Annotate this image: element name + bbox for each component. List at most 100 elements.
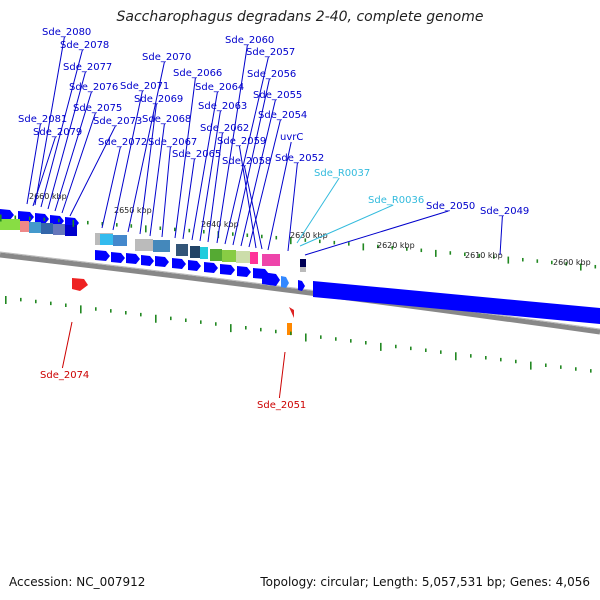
leader-line-blue (240, 99, 276, 247)
tick-mark (188, 228, 191, 233)
tick-mark (485, 356, 487, 360)
leader-line-blue (207, 132, 223, 243)
tick-mark (275, 235, 278, 240)
large-forward-gene (313, 281, 600, 324)
tick-mark (14, 215, 17, 220)
tick-mark (110, 309, 112, 313)
gene-label-blue: Sde_2078 (60, 40, 109, 51)
leader-line-blue (248, 119, 281, 248)
leader-line-blue (232, 78, 270, 246)
leader-line-blue (127, 61, 165, 233)
tick-mark (545, 363, 547, 367)
gene-label-blue: Sde_2077 (63, 62, 112, 73)
tick-mark (130, 224, 133, 228)
leader-line-blue (54, 91, 92, 212)
gene-label-blue: Sde_2052 (275, 153, 324, 164)
leader-line-blue (224, 56, 269, 245)
tick-mark (174, 227, 176, 232)
tick-mark (565, 262, 568, 266)
tick-mark (493, 255, 495, 259)
inner-tick-ring (5, 296, 592, 373)
tick-mark (335, 337, 337, 341)
leader-line-blue (243, 165, 263, 250)
tick-mark (464, 252, 466, 257)
tick-mark (230, 324, 232, 333)
kbp-label: 2610 kbp (465, 251, 503, 260)
tick-mark (58, 218, 60, 223)
tick-mark (200, 320, 202, 324)
kbp-label: 2600 kbp (553, 258, 591, 267)
tick-mark (435, 249, 437, 257)
tick-mark (50, 301, 52, 306)
accession-text: Accession: NC_007912 (9, 575, 146, 589)
leader-line-blue (139, 103, 157, 235)
tick-mark (261, 234, 263, 239)
gene-label-blue: Sde_2080 (42, 27, 91, 38)
tick-mark (515, 359, 517, 364)
genome-backbone (0, 252, 600, 335)
tick-mark (245, 326, 247, 330)
leader-line-blue (267, 141, 292, 251)
tick-mark (410, 346, 412, 351)
gene-label-blue: Sde_2054 (258, 110, 307, 121)
leader-line-blue (238, 145, 257, 249)
tick-mark (101, 222, 104, 226)
tick-mark (350, 339, 352, 343)
gene-label-cyan: Sde_R0037 (314, 168, 370, 179)
leader-line-blue (26, 123, 41, 205)
tick-mark (470, 354, 472, 358)
gene-label-blue: Sde_2060 (225, 35, 274, 46)
tick-mark (377, 244, 379, 249)
leader-line-blue (47, 71, 86, 210)
tick-mark (305, 333, 307, 342)
gene-label-blue: Sde_2081 (18, 114, 67, 125)
tick-mark (522, 257, 524, 262)
gene-label-red: Sde_2051 (257, 400, 306, 411)
tick-mark (232, 232, 234, 236)
tick-mark (95, 307, 97, 311)
gene-label-blue: Sde_2067 (148, 137, 197, 148)
kbp-label: 2620 kbp (377, 241, 415, 250)
tick-mark (320, 335, 322, 339)
tick-mark (536, 259, 539, 263)
gene-label-blue: Sde_2049 (480, 206, 529, 217)
tick-mark (420, 248, 423, 253)
gene-label-blue: Sde_2050 (426, 201, 475, 212)
gene-label-blue: Sde_2056 (247, 69, 296, 80)
tick-mark (290, 331, 292, 336)
tick-mark (478, 253, 481, 258)
leader-line-blue (199, 110, 221, 242)
leader-line-blue (182, 158, 195, 240)
tick-mark (72, 219, 75, 227)
gene-labels: Sde_2080 Sde_2078 Sde_2077 Sde_2076 Sde_2075… (18, 27, 529, 411)
tick-mark (380, 342, 382, 351)
map-title: Saccharophagus degradans 2-40, complete … (116, 9, 484, 25)
tick-mark (170, 316, 172, 321)
gene-label-blue: Sde_2072 (98, 137, 147, 148)
tick-mark (362, 243, 365, 251)
leader-line-blue (61, 112, 96, 214)
gene-label-blue: Sde_2059 (217, 136, 266, 147)
tick-mark (87, 220, 89, 225)
tick-mark (185, 318, 187, 322)
kbp-label: 2630 kbp (290, 231, 328, 240)
tick-mark (125, 311, 127, 315)
gene-label-blue: uvrC (280, 132, 303, 143)
gene-label-blue: Sde_2065 (172, 149, 221, 160)
tick-mark (507, 256, 510, 264)
leader-line-blue (32, 136, 56, 207)
gene-label-blue: Sde_2070 (142, 52, 191, 63)
tick-mark (530, 361, 532, 370)
sde-2074-feature (72, 278, 88, 291)
leader-line-blue (34, 36, 65, 206)
outer-tick-ring (0, 214, 597, 271)
leader-line-blue (101, 146, 121, 229)
gene-label-blue: Sde_2068 (142, 114, 191, 125)
tick-mark (319, 239, 321, 244)
gene-label-blue: Sde_2055 (253, 90, 302, 101)
gene-label-blue: Sde_2057 (246, 47, 295, 58)
gene-label-blue: Sde_2064 (195, 82, 244, 93)
leader-line-blue (191, 91, 218, 241)
leader-line-blue (149, 123, 165, 237)
